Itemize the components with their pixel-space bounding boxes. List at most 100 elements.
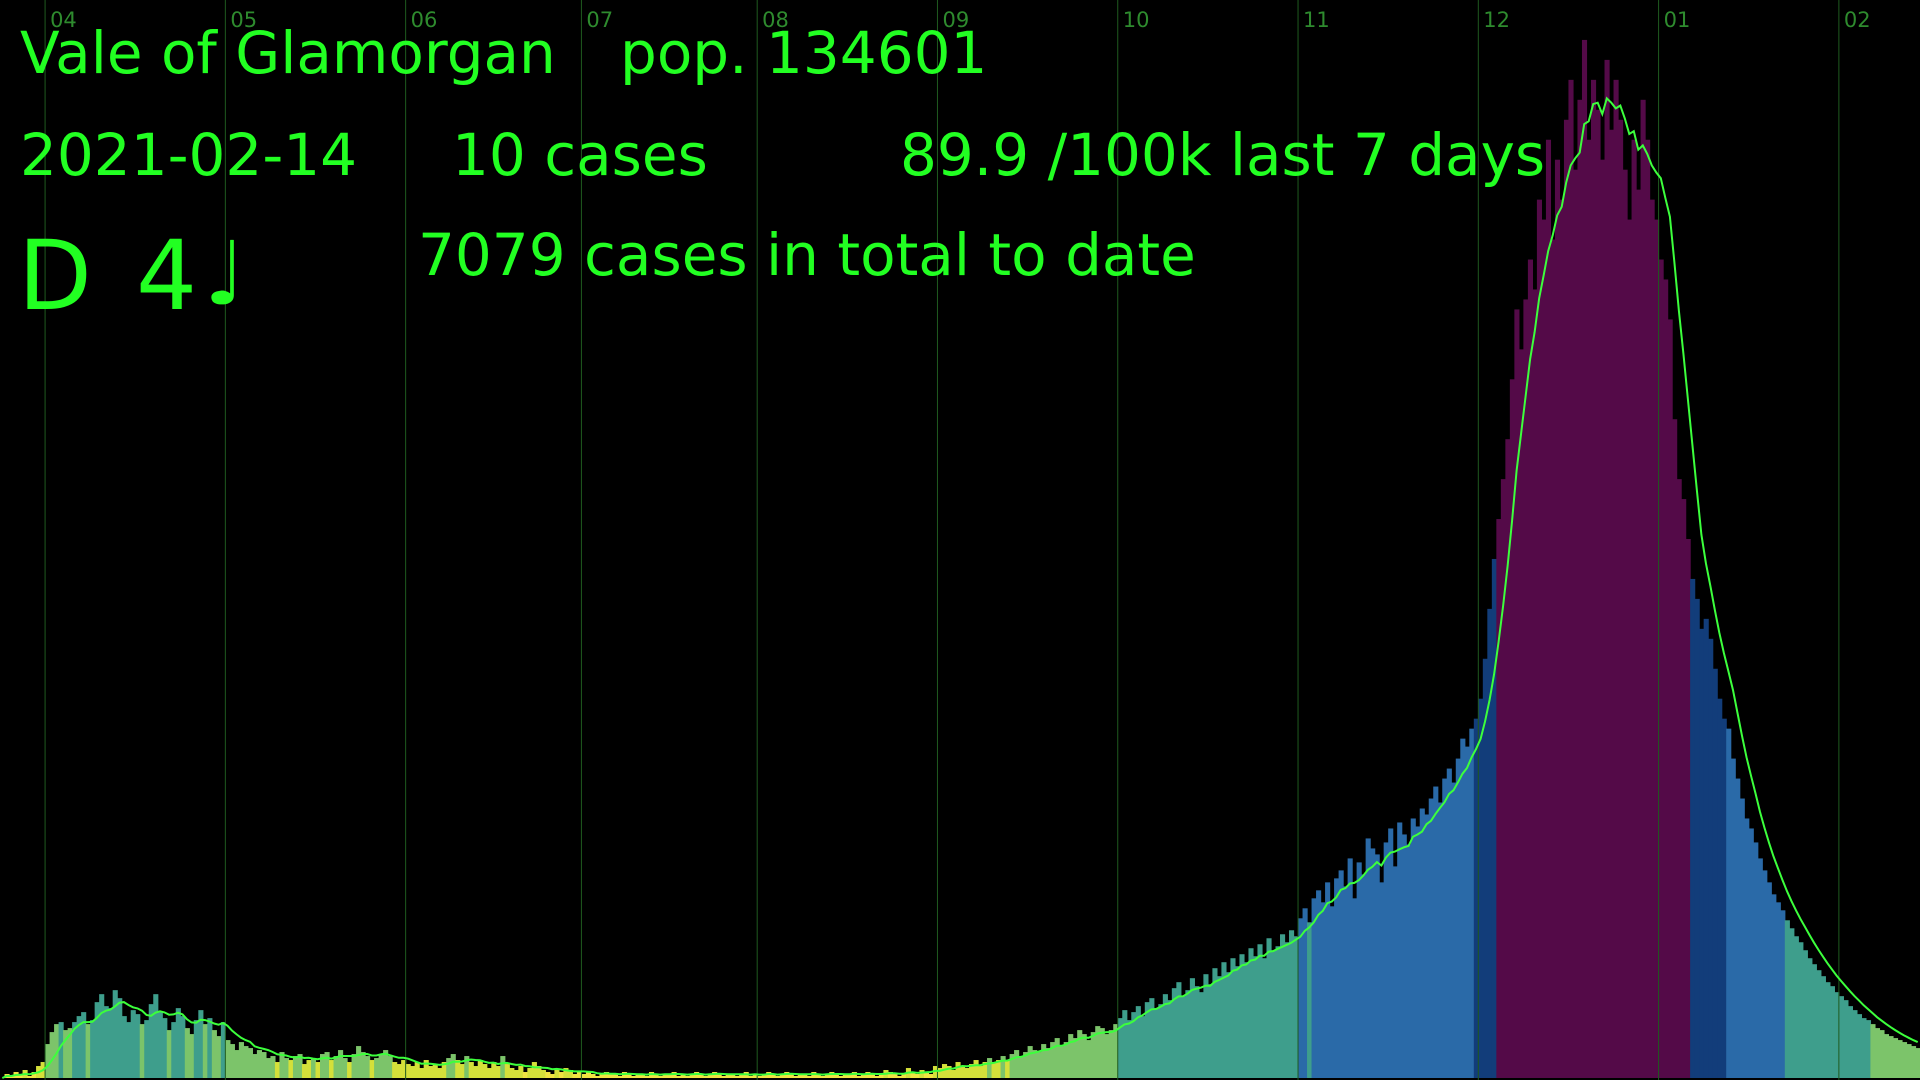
bar — [126, 1022, 132, 1078]
bar — [874, 1076, 880, 1078]
bar — [937, 1068, 943, 1078]
bar — [229, 1044, 235, 1078]
population: pop. 134601 — [620, 19, 988, 87]
bar — [1825, 982, 1831, 1078]
bar — [99, 994, 105, 1078]
bar — [540, 1070, 546, 1078]
bar — [761, 1074, 767, 1078]
bar — [1730, 758, 1736, 1078]
bar — [1892, 1038, 1899, 1078]
bar — [1257, 944, 1263, 1078]
bar — [847, 1074, 853, 1078]
bar — [833, 1074, 839, 1078]
report-date: 2021-02-14 — [20, 121, 358, 189]
bar — [1117, 1018, 1123, 1078]
bar — [315, 1062, 321, 1078]
bar — [121, 1016, 127, 1078]
bar — [491, 1062, 497, 1078]
bar — [459, 1064, 465, 1078]
bar — [1370, 848, 1376, 1078]
bar — [1275, 946, 1281, 1078]
bar — [1144, 1002, 1150, 1078]
bar — [338, 1050, 344, 1078]
bar — [608, 1074, 614, 1078]
bar — [189, 1034, 195, 1078]
bar — [572, 1074, 578, 1078]
bar — [1000, 1056, 1006, 1078]
bar — [247, 1048, 253, 1078]
bar — [784, 1072, 790, 1078]
bar — [982, 1062, 988, 1078]
bar — [356, 1046, 362, 1078]
bar — [901, 1074, 907, 1078]
bar — [387, 1056, 393, 1078]
bar — [1140, 1016, 1146, 1078]
bar — [1068, 1034, 1074, 1078]
bar — [739, 1074, 745, 1078]
bar — [1059, 1046, 1065, 1078]
bar — [1901, 1042, 1908, 1078]
bar — [1180, 996, 1186, 1078]
bar — [518, 1066, 524, 1078]
bar — [180, 1016, 186, 1078]
bar — [1189, 978, 1195, 1078]
bar — [1325, 882, 1331, 1078]
bar — [716, 1074, 722, 1078]
bar — [1460, 738, 1466, 1078]
bar — [473, 1066, 479, 1078]
bar — [139, 1024, 145, 1078]
bar — [694, 1072, 700, 1078]
bar — [1428, 798, 1434, 1078]
weekly-rate: 89.9 /100k last 7 days — [900, 121, 1546, 189]
bar — [522, 1072, 528, 1078]
bar — [324, 1052, 330, 1078]
month-label: 11 — [1303, 8, 1330, 32]
bar — [1077, 1030, 1083, 1078]
bar — [978, 1066, 984, 1078]
bar — [896, 1076, 903, 1078]
bar — [815, 1074, 821, 1078]
bar — [265, 1058, 272, 1078]
bar — [1879, 1030, 1885, 1078]
bar — [603, 1072, 610, 1078]
bar — [441, 1062, 447, 1078]
bar — [527, 1068, 533, 1078]
bar — [405, 1064, 411, 1078]
bar — [960, 1066, 966, 1078]
bar — [757, 1076, 763, 1078]
bar — [1536, 199, 1543, 1078]
bar — [1775, 902, 1781, 1078]
bar — [306, 1060, 312, 1078]
bar — [865, 1072, 871, 1078]
bar — [554, 1070, 560, 1078]
bar — [946, 1066, 952, 1078]
bar — [1883, 1034, 1890, 1078]
bar — [1252, 956, 1259, 1078]
bar — [1915, 1048, 1920, 1078]
month-label: 02 — [1844, 8, 1871, 32]
bar — [410, 1066, 416, 1078]
bar — [1726, 728, 1732, 1078]
bar — [1135, 1006, 1141, 1078]
bar — [1645, 139, 1651, 1079]
bar — [734, 1076, 740, 1078]
bar — [676, 1076, 682, 1078]
bar — [383, 1050, 389, 1078]
bar — [721, 1076, 727, 1078]
bar — [1865, 1020, 1872, 1078]
bar — [1636, 189, 1642, 1078]
bar — [351, 1054, 357, 1078]
bar — [477, 1060, 483, 1078]
bar — [1604, 59, 1610, 1078]
bar — [1338, 870, 1344, 1078]
bar — [1523, 299, 1529, 1078]
bar — [1086, 1040, 1092, 1078]
bar — [996, 1060, 1002, 1078]
bar — [414, 1062, 420, 1078]
bar — [1748, 828, 1754, 1078]
bar — [1239, 954, 1245, 1078]
bar — [1406, 844, 1412, 1078]
bar — [360, 1052, 366, 1078]
bar — [1284, 942, 1290, 1078]
bar — [103, 1006, 109, 1078]
